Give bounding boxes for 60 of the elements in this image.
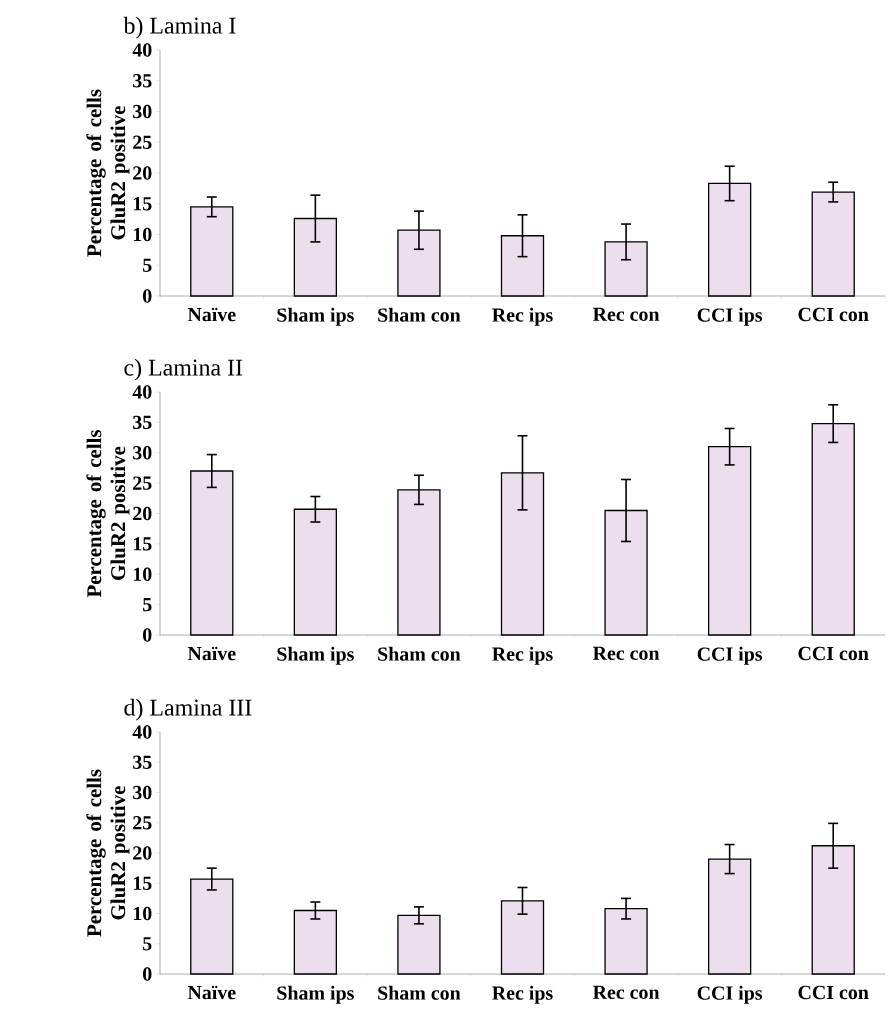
y-tick-label: 5 bbox=[143, 258, 152, 272]
chart-title: d) Lamina III bbox=[124, 698, 252, 721]
y-tick-label: 10 bbox=[133, 906, 152, 921]
bar bbox=[293, 508, 338, 636]
chart-title: c) Lamina II bbox=[124, 358, 243, 381]
x-tick-label: CCI ips bbox=[697, 646, 763, 665]
y-tick-label: 0 bbox=[143, 289, 152, 303]
y-axis-title: Percentage of cells GluR2 positive bbox=[86, 429, 130, 598]
x-tick-label: Rec con bbox=[592, 307, 660, 322]
y-tick-label: 20 bbox=[133, 506, 152, 521]
y-axis-title: Percentage of cells GluR2 positive bbox=[86, 89, 130, 257]
y-tick-label: 20 bbox=[133, 166, 152, 180]
y-tick-label: 35 bbox=[133, 74, 152, 88]
x-tick-label: Sham con bbox=[378, 646, 461, 661]
x-tick-label: Naïve bbox=[187, 307, 236, 322]
y-tick-label: 25 bbox=[133, 135, 152, 149]
y-tick-label: 15 bbox=[133, 537, 152, 551]
bar bbox=[293, 909, 338, 975]
y-tick-label: 15 bbox=[133, 876, 152, 890]
y-tick-label: 30 bbox=[133, 104, 152, 119]
y-tick-label: 25 bbox=[133, 476, 152, 490]
y-tick-label: 0 bbox=[143, 967, 152, 981]
bar bbox=[604, 509, 648, 636]
y-tick-label: 10 bbox=[133, 227, 152, 242]
y-tick-label: 40 bbox=[132, 43, 152, 57]
x-tick-label: CCI ips bbox=[697, 307, 763, 326]
x-tick-label: Rec ips bbox=[492, 307, 553, 326]
y-tick-label: 20 bbox=[133, 846, 152, 860]
y-tick-label: 15 bbox=[133, 197, 152, 211]
y-tick-label: 25 bbox=[133, 816, 152, 830]
chart-title: b) Lamina I bbox=[123, 16, 236, 39]
y-tick-label: 0 bbox=[143, 628, 152, 642]
x-tick-label: CCI con bbox=[798, 646, 869, 661]
y-tick-label: 10 bbox=[133, 567, 152, 581]
y-tick-label: 35 bbox=[133, 415, 152, 430]
y-tick-label: 30 bbox=[133, 785, 152, 800]
x-tick-label: Rec ips bbox=[492, 646, 553, 665]
y-tick-label: 5 bbox=[143, 937, 152, 951]
x-tick-label: Sham ips bbox=[277, 646, 354, 665]
x-tick-label: CCI con bbox=[798, 307, 869, 322]
x-tick-label: CCI con bbox=[798, 985, 869, 1000]
y-tick-label: 40 bbox=[132, 725, 152, 739]
x-tick-label: Rec con bbox=[592, 646, 660, 661]
y-axis-title: Percentage of cells GluR2 positive bbox=[86, 769, 130, 937]
bar bbox=[707, 182, 752, 297]
x-tick-label: Naïve bbox=[187, 985, 236, 1000]
y-tick-label: 5 bbox=[143, 598, 152, 612]
y-tick-label: 35 bbox=[133, 755, 152, 769]
x-tick-label: CCI ips bbox=[697, 985, 763, 1004]
x-tick-label: Sham ips bbox=[277, 985, 354, 1004]
x-tick-label: Sham ips bbox=[277, 307, 354, 326]
x-tick-label: Rec con bbox=[592, 985, 660, 1000]
x-tick-label: Rec ips bbox=[492, 985, 553, 1004]
bar bbox=[397, 229, 441, 297]
bar bbox=[397, 914, 441, 975]
x-tick-label: Sham con bbox=[378, 307, 461, 322]
y-tick-label: 40 bbox=[132, 385, 152, 399]
y-tick-label: 30 bbox=[133, 446, 152, 460]
x-tick-label: Naïve bbox=[187, 646, 236, 661]
x-tick-label: Sham con bbox=[378, 985, 461, 1000]
